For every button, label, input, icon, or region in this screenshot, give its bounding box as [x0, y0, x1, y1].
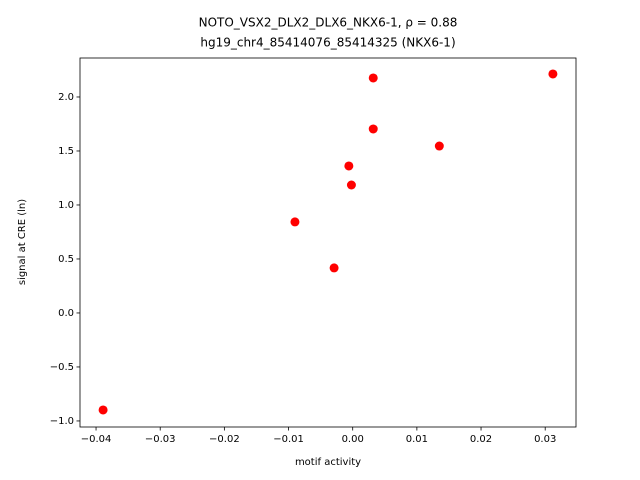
y-tick-label: 1.5	[58, 146, 74, 157]
y-tick-label: −0.5	[50, 362, 74, 373]
point	[98, 405, 108, 415]
axes-frame	[79, 57, 577, 428]
point	[329, 263, 339, 273]
x-tick-label: 0.01	[406, 434, 428, 445]
point	[344, 161, 354, 171]
chart-subtitle: hg19_chr4_85414076_85414325 (NKX6-1)	[200, 36, 455, 50]
y-tick-label: −1.0	[50, 416, 74, 427]
point	[368, 73, 378, 83]
y-tick-label: 0.0	[58, 308, 74, 319]
y-axis-label: signal at CRE (ln)	[17, 199, 28, 285]
x-tick-label: −0.02	[209, 434, 240, 445]
x-tick-label: −0.01	[273, 434, 304, 445]
x-tick-label: 0.02	[470, 434, 492, 445]
x-tick-label: −0.04	[81, 434, 112, 445]
x-tick-label: −0.03	[145, 434, 176, 445]
point	[290, 217, 300, 227]
point	[434, 141, 444, 151]
chart-title: NOTO_VSX2_DLX2_DLX6_NKX6-1, ρ = 0.88	[199, 16, 458, 30]
x-axis-label: motif activity	[295, 457, 361, 468]
y-tick-label: 0.5	[58, 254, 74, 265]
x-tick-label: 0.00	[342, 434, 364, 445]
point	[368, 124, 378, 134]
point	[346, 180, 356, 190]
y-tick-label: 1.0	[58, 200, 74, 211]
point	[548, 69, 558, 79]
y-tick-label: 2.0	[58, 92, 74, 103]
x-tick-label: 0.03	[534, 434, 556, 445]
